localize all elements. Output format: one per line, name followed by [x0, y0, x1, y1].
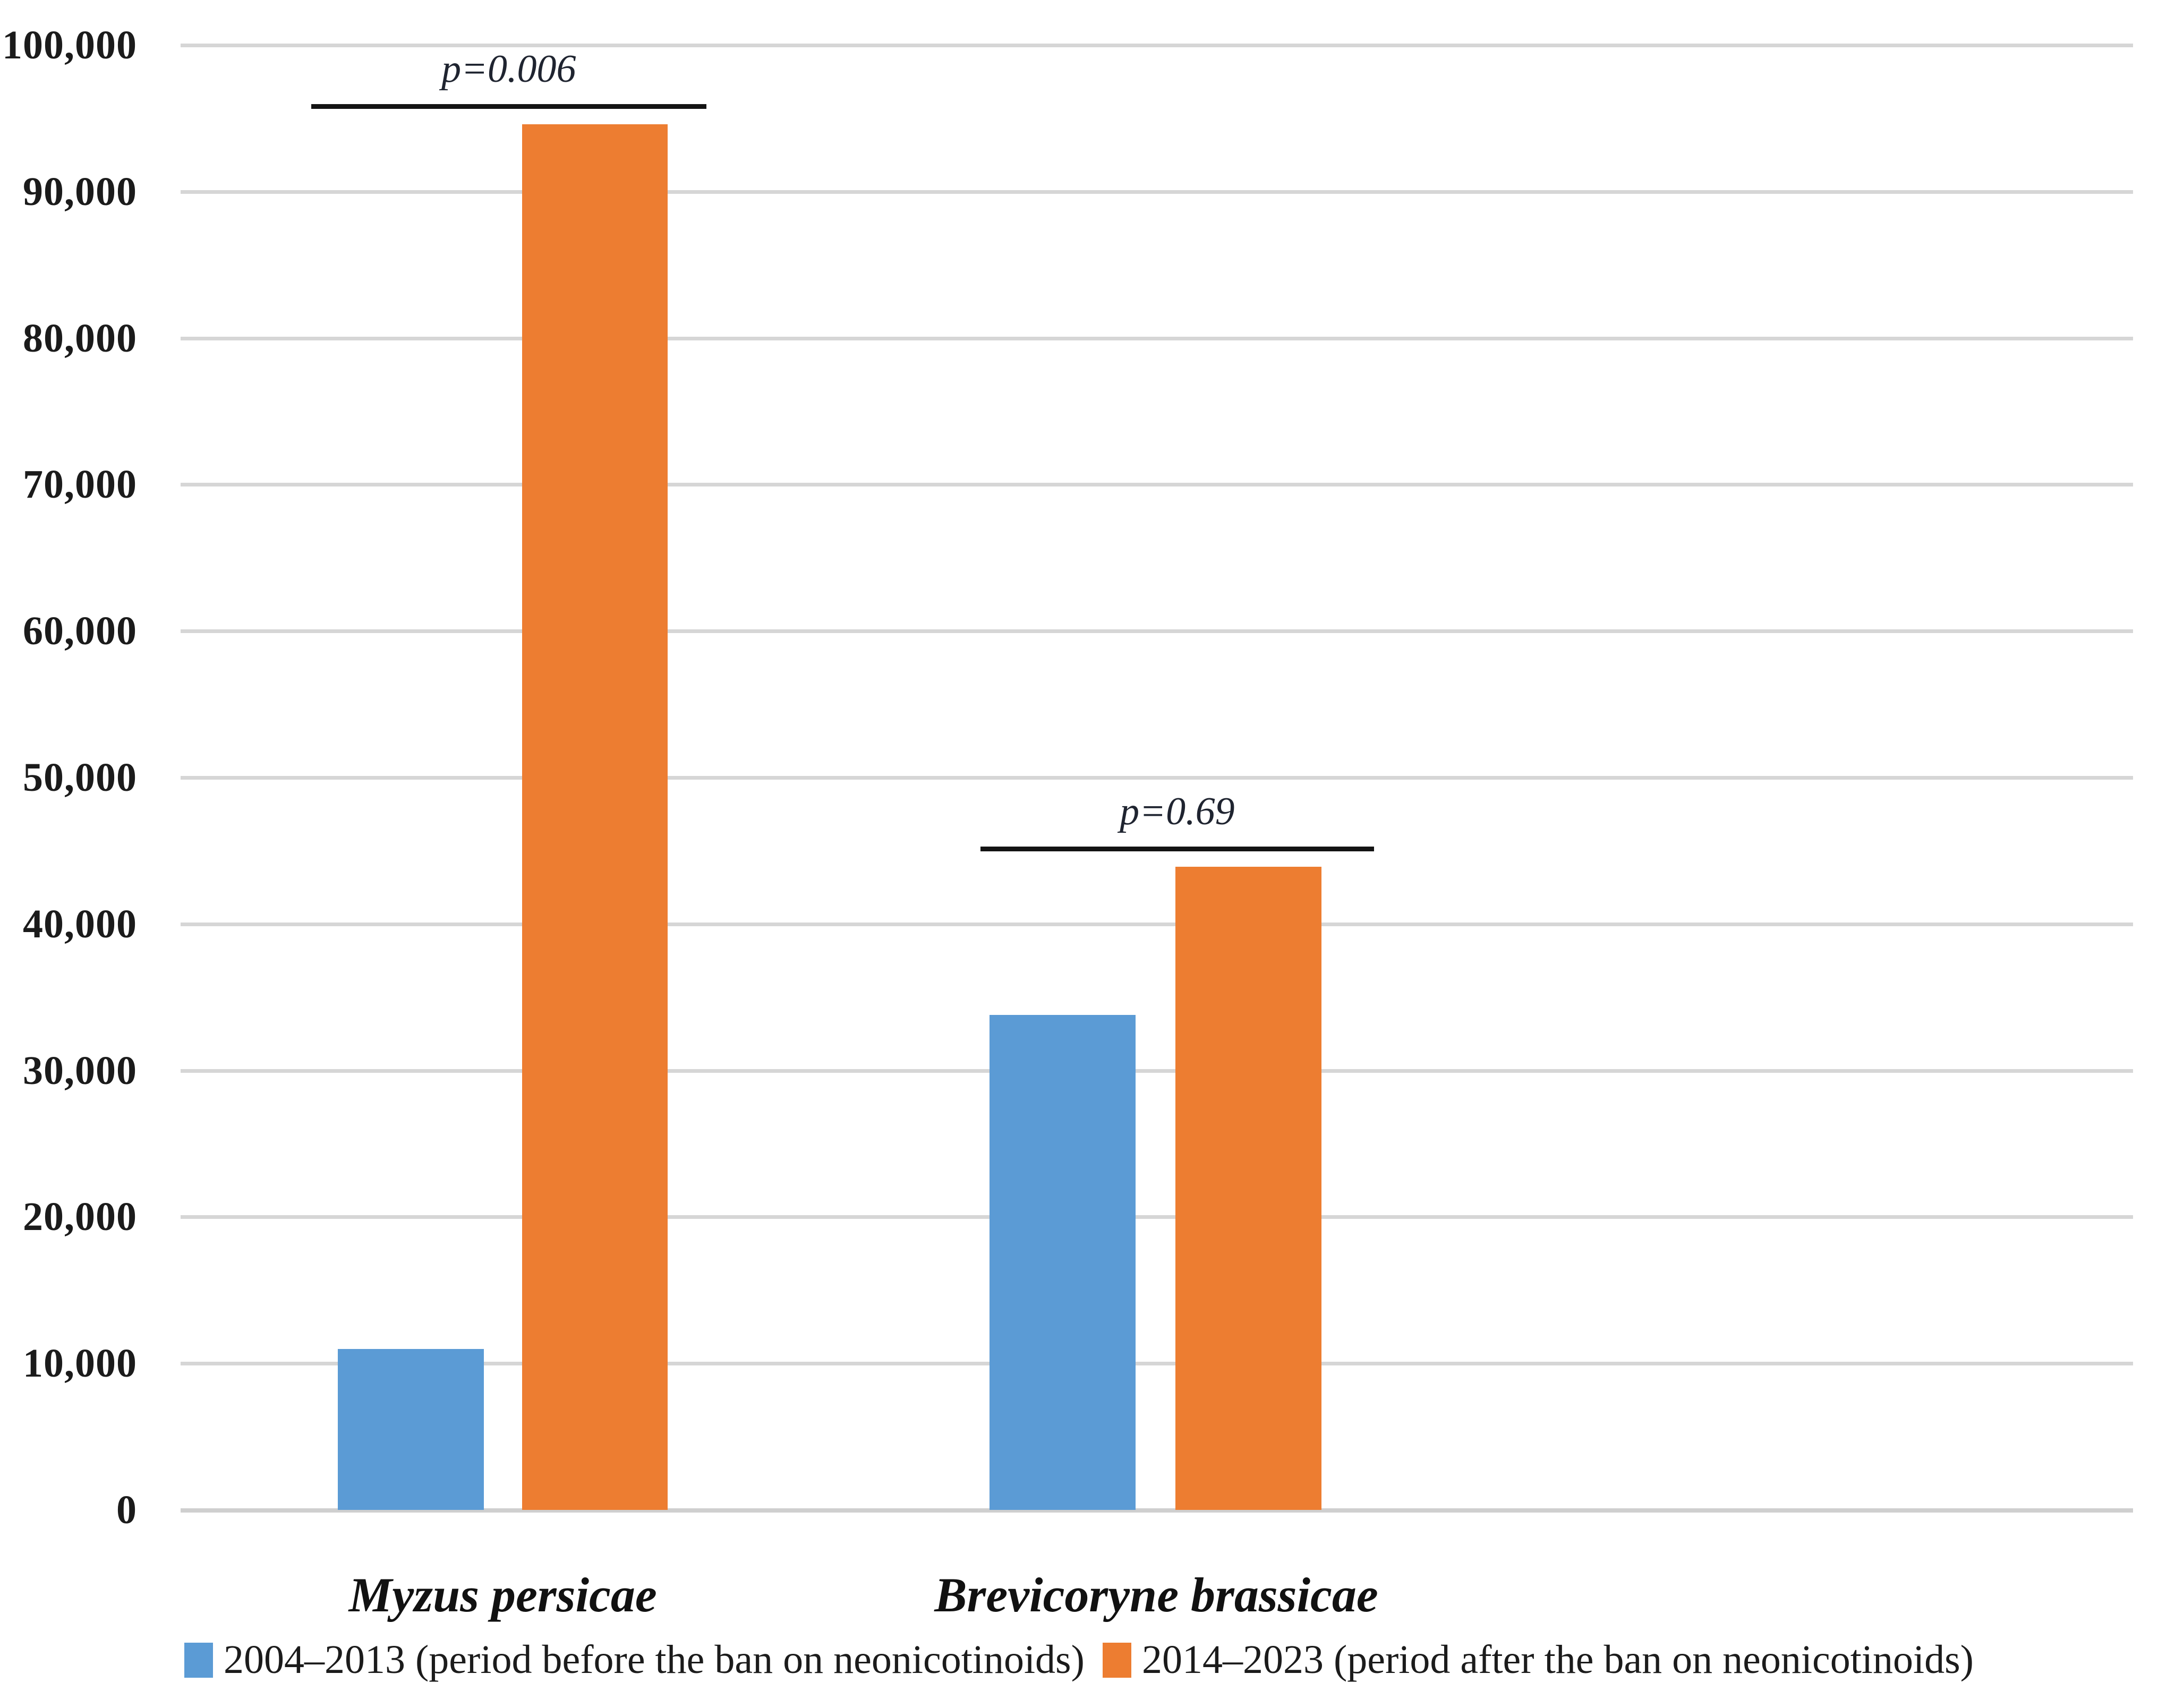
gridline [181, 629, 2133, 634]
y-tick-label: 20,000 [23, 1194, 137, 1240]
y-tick-label: 50,000 [23, 755, 137, 800]
legend: 2004–2013 (period before the ban on neon… [0, 1637, 2158, 1683]
y-tick-label: 30,000 [23, 1048, 137, 1093]
legend-swatch-icon [184, 1642, 213, 1678]
legend-swatch-icon [1102, 1642, 1131, 1678]
significance-line [311, 104, 706, 109]
legend-label: 2004–2013 (period before the ban on neon… [224, 1637, 1085, 1682]
y-tick-label: 60,000 [23, 609, 137, 654]
p-value-label: p=0.69 [1120, 790, 1235, 834]
x-axis-line [181, 1508, 2133, 1513]
legend-item-after-ban: 2014–2023 (period after the ban on neoni… [1102, 1637, 1974, 1683]
y-tick-label: 0 [116, 1487, 137, 1532]
gridline [181, 1362, 2133, 1366]
gridline [181, 336, 2133, 340]
y-tick-label: 100,000 [2, 22, 137, 67]
significance-line [980, 847, 1374, 852]
bar-series2-myzus-persicae [522, 124, 668, 1510]
x-category-label: Brevicoryne brassicae [934, 1568, 1378, 1622]
y-tick-label: 10,000 [23, 1341, 137, 1386]
legend-item-before-ban: 2004–2013 (period before the ban on neon… [184, 1637, 1085, 1683]
gridline [181, 190, 2133, 194]
x-category-label: Myzus persicae [348, 1568, 657, 1622]
gridline [181, 1069, 2133, 1073]
p-value-label: p=0.006 [441, 47, 576, 91]
gridline [181, 1215, 2133, 1219]
gridline [181, 922, 2133, 926]
y-tick-label: 90,000 [23, 169, 137, 214]
bar-series2-brevicoryne-brassicae [1175, 867, 1321, 1510]
y-tick-label: 70,000 [23, 462, 137, 507]
gridline [181, 43, 2133, 47]
bar-series1-myzus-persicae [337, 1348, 484, 1510]
gridline [181, 483, 2133, 487]
gridline [181, 775, 2133, 780]
bar-series1-brevicoryne-brassicae [989, 1014, 1136, 1510]
y-tick-label: 40,000 [23, 901, 137, 946]
legend-label: 2014–2023 (period after the ban on neoni… [1141, 1637, 1974, 1682]
y-tick-label: 80,000 [23, 315, 137, 361]
